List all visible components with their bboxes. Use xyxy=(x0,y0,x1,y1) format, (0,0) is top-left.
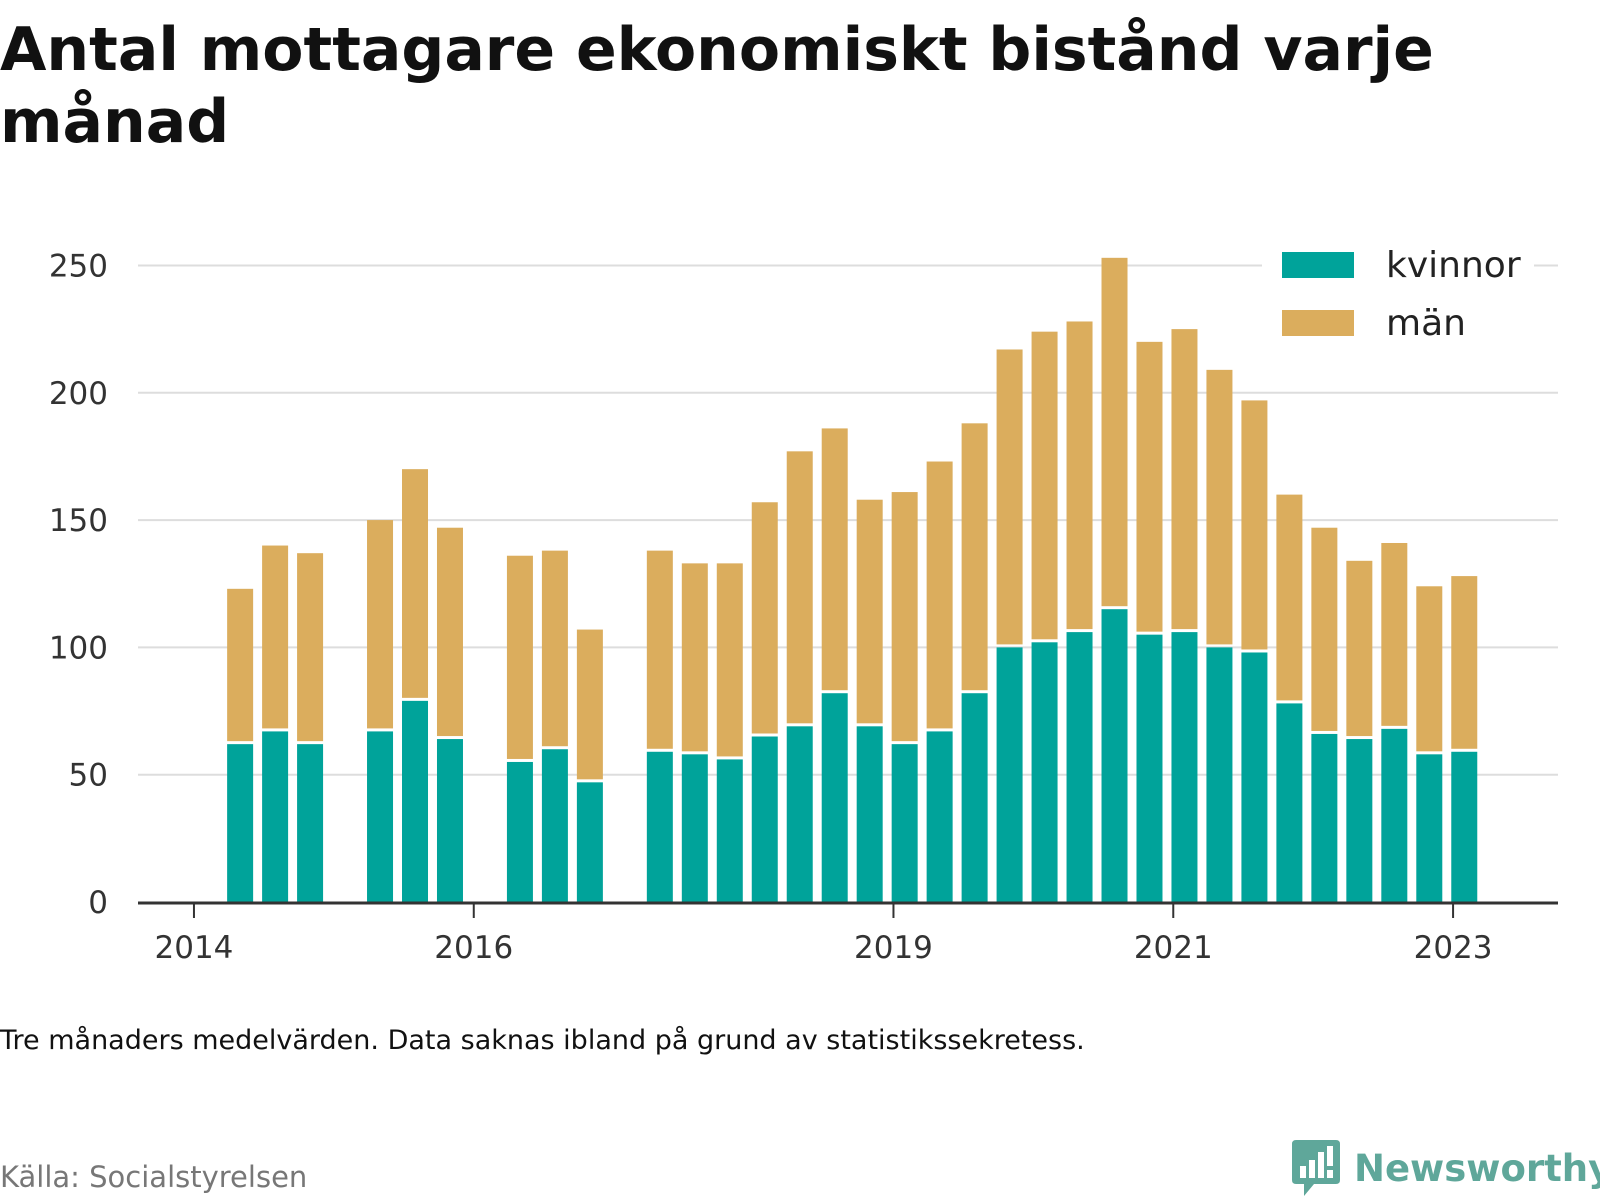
bar-kvinnor xyxy=(1206,647,1233,902)
bar-man xyxy=(786,451,813,724)
y-tick-label: 50 xyxy=(69,758,108,794)
bar-kvinnor xyxy=(402,700,429,902)
bar-man xyxy=(646,550,673,749)
bar-man xyxy=(1276,494,1303,701)
bar-kvinnor xyxy=(1451,751,1478,902)
bar-man xyxy=(681,563,708,752)
brand-name: Newsworthy xyxy=(1354,1146,1600,1190)
brand: Newsworthy xyxy=(1290,1138,1600,1198)
bar-kvinnor xyxy=(926,731,953,902)
bar-man xyxy=(1136,341,1163,632)
bar-man xyxy=(297,553,324,742)
source-text: Källa: Socialstyrelsen xyxy=(0,1160,308,1194)
bar-man xyxy=(821,428,848,691)
bar-man xyxy=(1451,576,1478,749)
bar-kvinnor xyxy=(1066,632,1093,902)
bar-man xyxy=(1311,527,1338,731)
stacked-bar-chart: 0 50 100 150 200 250 2014 2016 2019 2021 2023 kvi… xyxy=(49,243,1558,966)
bar-man xyxy=(716,563,743,757)
bar-man xyxy=(856,499,883,724)
legend-swatch xyxy=(1282,252,1354,278)
bar-kvinnor xyxy=(646,751,673,902)
bar-man xyxy=(1171,329,1198,630)
bar-kvinnor xyxy=(856,726,883,902)
bar-kvinnor xyxy=(821,693,848,902)
bar-kvinnor xyxy=(891,744,918,902)
legend-label: kvinnor xyxy=(1386,245,1521,286)
y-axis-ticks: 0 50 100 150 200 250 xyxy=(49,248,108,921)
bar-man xyxy=(1031,331,1058,640)
y-tick-label: 100 xyxy=(49,630,108,666)
bar-kvinnor xyxy=(1031,642,1058,902)
bar-kvinnor xyxy=(1416,754,1443,902)
bar-man xyxy=(1241,400,1268,650)
bar-kvinnor xyxy=(436,739,463,902)
bar-kvinnor xyxy=(506,761,533,902)
bar-man xyxy=(402,469,429,698)
y-tick-label: 250 xyxy=(49,248,108,284)
chart-note: Tre månaders medelvärden. Data saknas ib… xyxy=(0,1025,1085,1056)
x-tick-label: 2019 xyxy=(854,930,933,966)
bar-man xyxy=(1206,369,1233,645)
bar-man xyxy=(506,555,533,759)
newsworthy-logo-icon xyxy=(1292,1140,1340,1196)
x-tick-label: 2016 xyxy=(434,930,513,966)
bar-kvinnor xyxy=(961,693,988,902)
bar-kvinnor xyxy=(576,782,603,902)
bar-kvinnor xyxy=(1171,632,1198,902)
bar-kvinnor xyxy=(1381,728,1408,902)
bar-man xyxy=(541,550,568,747)
bar-man xyxy=(262,545,289,729)
bar-man xyxy=(1381,542,1408,726)
bar-kvinnor xyxy=(541,749,568,902)
bar-man xyxy=(926,461,953,729)
bar-man xyxy=(1346,560,1373,737)
bar-man xyxy=(227,588,254,742)
bar-kvinnor xyxy=(996,647,1023,902)
bar-kvinnor xyxy=(1101,609,1128,902)
x-tick-label: 2023 xyxy=(1414,930,1493,966)
legend-swatch xyxy=(1282,310,1354,336)
bar-man xyxy=(367,520,394,729)
bar-man xyxy=(961,423,988,691)
y-tick-label: 200 xyxy=(49,376,108,412)
bar-kvinnor xyxy=(367,731,394,902)
chart-title: Antal mottagare ekonomiskt bistånd varje… xyxy=(0,15,1434,157)
bar-kvinnor xyxy=(227,744,254,902)
bar-kvinnor xyxy=(751,736,778,902)
bar-kvinnor xyxy=(681,754,708,902)
bar-kvinnor xyxy=(786,726,813,902)
x-tick-label: 2021 xyxy=(1134,930,1213,966)
bar-kvinnor xyxy=(262,731,289,902)
bar-man xyxy=(996,349,1023,645)
y-tick-label: 0 xyxy=(88,885,108,921)
bars xyxy=(227,257,1478,902)
bar-kvinnor xyxy=(1311,733,1338,902)
bar-kvinnor xyxy=(1241,652,1268,902)
bar-kvinnor xyxy=(1276,703,1303,902)
bar-man xyxy=(436,527,463,737)
legend: kvinnor män xyxy=(1262,243,1534,345)
bar-kvinnor xyxy=(297,744,324,902)
bar-man xyxy=(751,502,778,734)
bar-man xyxy=(1066,321,1093,630)
bar-man xyxy=(1101,257,1128,607)
x-axis: 2014 2016 2019 2021 2023 xyxy=(138,901,1558,966)
legend-label: män xyxy=(1386,303,1466,344)
bar-kvinnor xyxy=(716,759,743,902)
bar-kvinnor xyxy=(1136,634,1163,902)
x-tick-label: 2014 xyxy=(155,930,234,966)
bar-man xyxy=(1416,586,1443,752)
y-tick-label: 150 xyxy=(49,503,108,539)
bar-man xyxy=(576,629,603,780)
bar-man xyxy=(891,492,918,742)
bar-kvinnor xyxy=(1346,739,1373,902)
